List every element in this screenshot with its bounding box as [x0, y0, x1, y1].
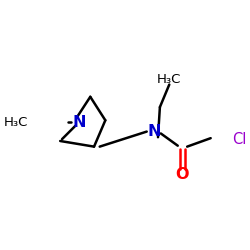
Text: N: N: [72, 115, 86, 130]
Text: H₃C: H₃C: [157, 73, 182, 86]
Text: N: N: [148, 124, 161, 139]
Text: H₃C: H₃C: [4, 116, 28, 129]
Text: Cl: Cl: [232, 132, 247, 146]
Text: O: O: [176, 167, 189, 182]
